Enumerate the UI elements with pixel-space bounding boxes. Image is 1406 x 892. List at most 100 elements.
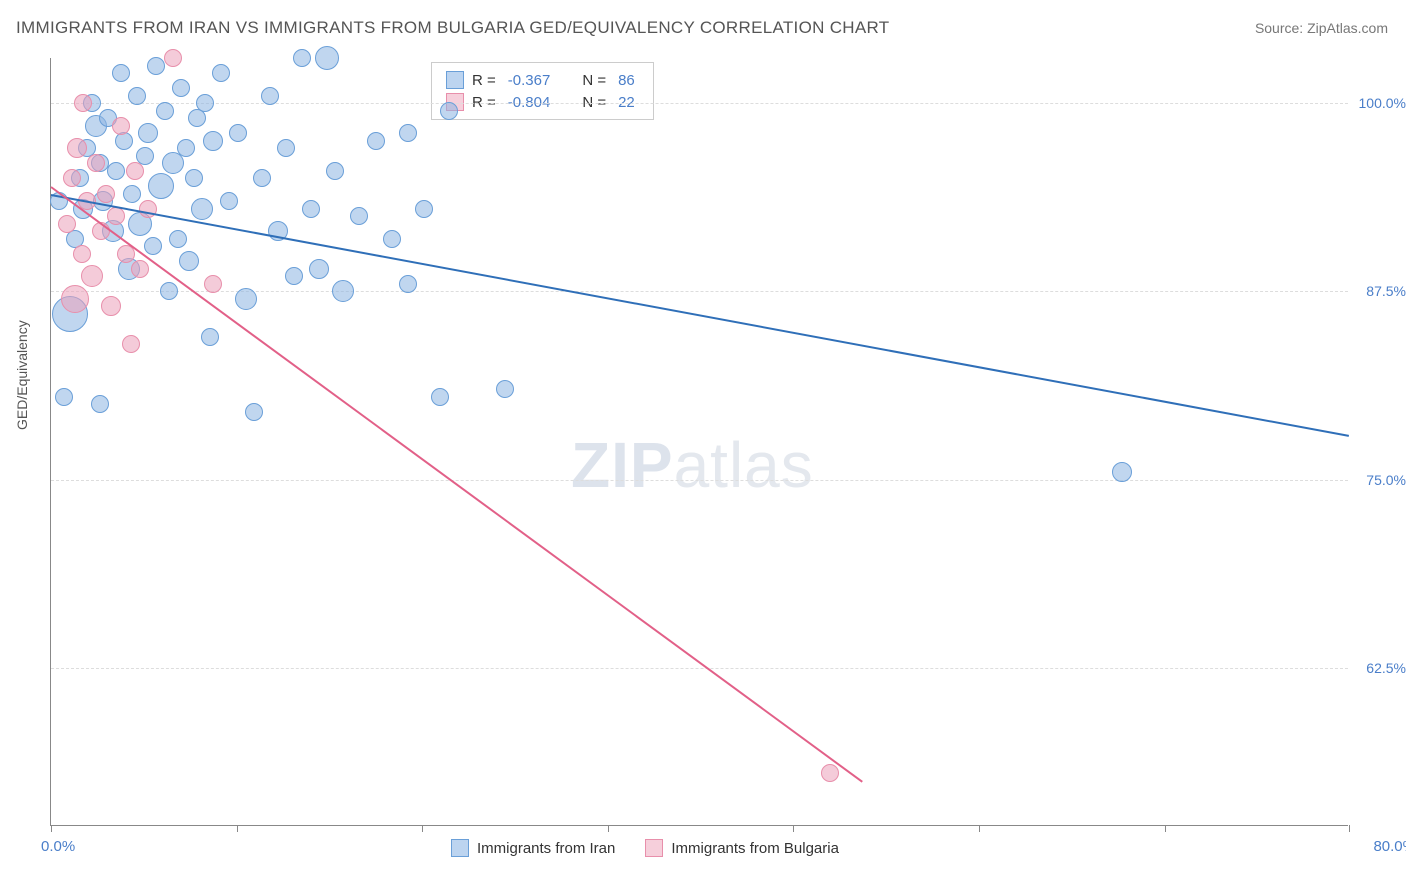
x-axis-min-label: 0.0% bbox=[41, 838, 75, 855]
y-tick-label: 100.0% bbox=[1351, 95, 1406, 111]
watermark-light: atlas bbox=[674, 429, 814, 501]
data-point[interactable] bbox=[399, 275, 417, 293]
data-point[interactable] bbox=[169, 230, 187, 248]
data-point[interactable] bbox=[87, 154, 105, 172]
x-tick bbox=[422, 825, 423, 832]
watermark-bold: ZIP bbox=[571, 429, 674, 501]
regression-line bbox=[50, 186, 862, 782]
data-point[interactable] bbox=[101, 296, 121, 316]
data-point[interactable] bbox=[201, 328, 219, 346]
x-tick bbox=[237, 825, 238, 832]
data-point[interactable] bbox=[131, 260, 149, 278]
legend-n-value: 22 bbox=[618, 94, 635, 111]
x-tick bbox=[1349, 825, 1350, 832]
plot-area: ZIPatlas R =-0.367N =86R =-0.804N =22 0.… bbox=[50, 58, 1348, 826]
y-tick-label: 75.0% bbox=[1351, 472, 1406, 488]
data-point[interactable] bbox=[245, 403, 263, 421]
data-point[interactable] bbox=[212, 64, 230, 82]
legend-label: Immigrants from Iran bbox=[477, 840, 615, 857]
data-point[interactable] bbox=[302, 200, 320, 218]
data-point[interactable] bbox=[229, 124, 247, 142]
chart-title: IMMIGRANTS FROM IRAN VS IMMIGRANTS FROM … bbox=[16, 18, 889, 38]
legend-r-label: R = bbox=[472, 94, 496, 111]
data-point[interactable] bbox=[63, 169, 81, 187]
data-point[interactable] bbox=[81, 265, 103, 287]
chart-container: IMMIGRANTS FROM IRAN VS IMMIGRANTS FROM … bbox=[0, 0, 1406, 892]
data-point[interactable] bbox=[235, 288, 257, 310]
gridline bbox=[51, 668, 1348, 669]
data-point[interactable] bbox=[196, 94, 214, 112]
data-point[interactable] bbox=[179, 251, 199, 271]
data-point[interactable] bbox=[160, 282, 178, 300]
data-point[interactable] bbox=[55, 388, 73, 406]
legend-n-label: N = bbox=[582, 72, 606, 89]
data-point[interactable] bbox=[185, 169, 203, 187]
watermark: ZIPatlas bbox=[571, 428, 814, 502]
data-point[interactable] bbox=[332, 280, 354, 302]
data-point[interactable] bbox=[107, 162, 125, 180]
legend-r-label: R = bbox=[472, 72, 496, 89]
data-point[interactable] bbox=[220, 192, 238, 210]
data-point[interactable] bbox=[97, 185, 115, 203]
data-point[interactable] bbox=[61, 285, 89, 313]
data-point[interactable] bbox=[74, 94, 92, 112]
data-point[interactable] bbox=[172, 79, 190, 97]
data-point[interactable] bbox=[203, 131, 223, 151]
data-point[interactable] bbox=[285, 267, 303, 285]
data-point[interactable] bbox=[277, 139, 295, 157]
legend-item: Immigrants from Bulgaria bbox=[645, 839, 839, 857]
data-point[interactable] bbox=[177, 139, 195, 157]
data-point[interactable] bbox=[431, 388, 449, 406]
data-point[interactable] bbox=[496, 380, 514, 398]
data-point[interactable] bbox=[112, 64, 130, 82]
legend-n-label: N = bbox=[582, 94, 606, 111]
data-point[interactable] bbox=[112, 117, 130, 135]
data-point[interactable] bbox=[415, 200, 433, 218]
data-point[interactable] bbox=[326, 162, 344, 180]
data-point[interactable] bbox=[399, 124, 417, 142]
x-tick bbox=[979, 825, 980, 832]
data-point[interactable] bbox=[91, 395, 109, 413]
data-point[interactable] bbox=[138, 123, 158, 143]
x-tick bbox=[793, 825, 794, 832]
data-point[interactable] bbox=[123, 185, 141, 203]
data-point[interactable] bbox=[144, 237, 162, 255]
data-point[interactable] bbox=[122, 335, 140, 353]
data-point[interactable] bbox=[253, 169, 271, 187]
data-point[interactable] bbox=[1112, 462, 1132, 482]
data-point[interactable] bbox=[58, 215, 76, 233]
legend-bottom: Immigrants from Iran Immigrants from Bulg… bbox=[451, 839, 839, 857]
x-tick bbox=[608, 825, 609, 832]
data-point[interactable] bbox=[821, 764, 839, 782]
legend-row: R =-0.367N =86 bbox=[446, 69, 639, 91]
data-point[interactable] bbox=[367, 132, 385, 150]
x-tick bbox=[51, 825, 52, 832]
data-point[interactable] bbox=[315, 46, 339, 70]
data-point[interactable] bbox=[350, 207, 368, 225]
legend-r-value: -0.804 bbox=[508, 94, 551, 111]
data-point[interactable] bbox=[126, 162, 144, 180]
x-axis-max-label: 80.0% bbox=[1373, 838, 1406, 855]
y-tick-label: 87.5% bbox=[1351, 283, 1406, 299]
data-point[interactable] bbox=[204, 275, 222, 293]
data-point[interactable] bbox=[148, 173, 174, 199]
data-point[interactable] bbox=[440, 102, 458, 120]
gridline bbox=[51, 103, 1348, 104]
regression-line bbox=[51, 194, 1349, 437]
y-tick-label: 62.5% bbox=[1351, 660, 1406, 676]
data-point[interactable] bbox=[156, 102, 174, 120]
data-point[interactable] bbox=[164, 49, 182, 67]
x-tick bbox=[1165, 825, 1166, 832]
data-point[interactable] bbox=[73, 245, 91, 263]
data-point[interactable] bbox=[107, 207, 125, 225]
legend-row: R = -0.804 N = 22 bbox=[446, 91, 639, 113]
data-point[interactable] bbox=[67, 138, 87, 158]
data-point[interactable] bbox=[383, 230, 401, 248]
data-point[interactable] bbox=[293, 49, 311, 67]
data-point[interactable] bbox=[191, 198, 213, 220]
legend-top: R =-0.367N =86R =-0.804N =22 bbox=[431, 62, 654, 120]
data-point[interactable] bbox=[147, 57, 165, 75]
data-point[interactable] bbox=[261, 87, 279, 105]
data-point[interactable] bbox=[128, 87, 146, 105]
data-point[interactable] bbox=[309, 259, 329, 279]
